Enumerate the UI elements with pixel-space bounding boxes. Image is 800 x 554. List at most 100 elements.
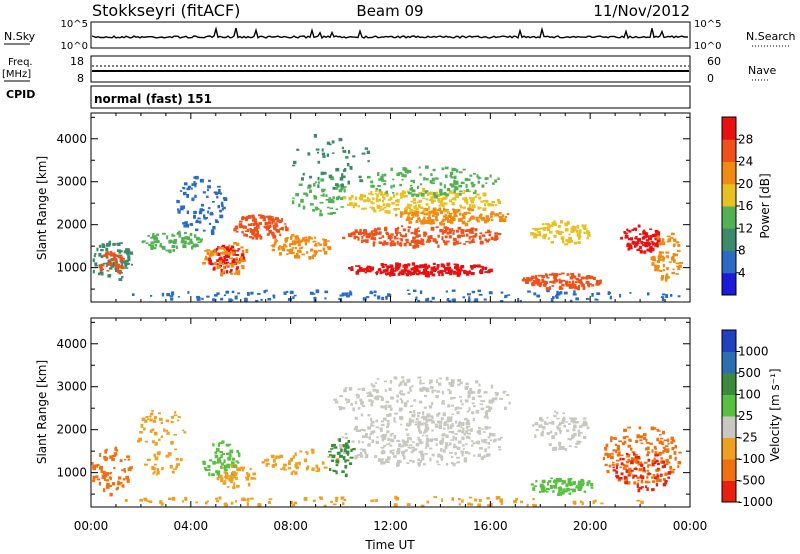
power-cell — [250, 291, 254, 295]
velocity-cell — [640, 442, 644, 445]
velocity-cell — [339, 444, 342, 449]
power-cell — [289, 243, 292, 247]
velocity-cell — [289, 457, 294, 462]
power-cell — [455, 263, 459, 268]
velocity-cell — [639, 474, 642, 479]
velocity-cell — [413, 410, 416, 414]
colorbar-tick-label: 16 — [738, 199, 753, 213]
power-cell — [436, 209, 441, 211]
velocity-cell — [659, 437, 664, 440]
velocity-cell — [534, 422, 538, 424]
velocity-cell — [478, 426, 481, 430]
power-cell — [153, 247, 157, 250]
power-cell — [480, 200, 484, 203]
velocity-cell — [429, 438, 434, 443]
power-cell — [485, 182, 488, 184]
power-cell — [551, 221, 555, 226]
power-cell — [207, 257, 211, 262]
power-cell — [635, 242, 639, 247]
power-cell — [400, 196, 403, 199]
velocity-cell — [403, 404, 408, 408]
power-cell — [650, 240, 654, 243]
power-cell — [265, 289, 268, 292]
velocity-cell — [152, 419, 157, 423]
colorbar-tick-label: 25 — [738, 409, 753, 423]
power-cell — [459, 269, 463, 272]
velocity-cell — [634, 456, 638, 459]
power-cell — [304, 241, 308, 246]
power-cell — [431, 195, 435, 199]
power-cell — [218, 247, 221, 250]
velocity-cell — [386, 414, 390, 417]
power-cell — [477, 206, 480, 210]
power-cell — [583, 231, 586, 234]
power-cell — [406, 289, 410, 292]
power-cell — [407, 226, 412, 229]
power-cell — [453, 188, 456, 193]
power-cell — [153, 235, 157, 239]
power-cell — [646, 248, 649, 252]
velocity-cell — [615, 474, 620, 478]
power-cell — [415, 219, 419, 223]
velocity-cell — [561, 420, 565, 424]
velocity-cell — [241, 497, 245, 502]
velocity-cell — [224, 472, 227, 474]
power-cell — [216, 195, 219, 199]
power-cell — [118, 278, 123, 281]
velocity-cell — [465, 443, 468, 446]
power-cell — [210, 229, 215, 234]
power-cell — [117, 255, 120, 259]
velocity-cell — [631, 457, 634, 460]
power-cell — [98, 272, 101, 276]
velocity-cell — [321, 461, 325, 465]
power-cell — [386, 193, 389, 196]
colorbar-swatch — [722, 459, 736, 481]
power-cell — [317, 184, 320, 189]
power-cell — [403, 266, 407, 270]
velocity-cell — [550, 486, 554, 489]
power-cell — [457, 209, 461, 212]
power-cell — [596, 292, 601, 296]
power-cell — [504, 296, 507, 299]
power-cell — [349, 234, 353, 237]
colorbar-swatch — [722, 480, 736, 503]
velocity-cell — [353, 427, 357, 431]
power-cell — [294, 247, 298, 250]
velocity-cell — [654, 460, 657, 465]
power-cell — [545, 281, 548, 285]
velocity-cell — [152, 467, 156, 471]
velocity-cell — [630, 470, 634, 472]
power-cell — [292, 164, 296, 167]
power-cell — [240, 253, 245, 257]
power-cell — [661, 293, 666, 296]
velocity-cell — [631, 451, 636, 454]
velocity-cell — [460, 399, 463, 403]
power-cell — [179, 208, 184, 211]
power-cell — [392, 178, 395, 181]
velocity-cell — [393, 503, 398, 507]
velocity-cell — [176, 463, 181, 466]
velocity-cell — [426, 439, 430, 443]
velocity-cell — [620, 462, 624, 466]
power-cell — [454, 210, 457, 214]
velocity-cell — [381, 420, 384, 423]
velocity-cell — [578, 425, 583, 428]
power-cell — [580, 283, 584, 286]
velocity-cell — [665, 480, 668, 483]
power-cell — [435, 215, 438, 220]
power-cell — [637, 224, 641, 228]
power-cell — [430, 226, 435, 231]
velocity-cell — [232, 485, 236, 487]
velocity-cell — [553, 446, 558, 451]
velocity-cell — [499, 498, 504, 503]
power-cell — [214, 192, 219, 195]
power-cell — [451, 202, 455, 206]
power-cell — [365, 296, 370, 299]
power-cell — [468, 241, 472, 244]
velocity-cell — [646, 442, 650, 444]
power-cell — [361, 207, 365, 210]
x-tick-label: 16:00 — [473, 519, 508, 533]
velocity-cell — [417, 411, 421, 415]
velocity-cell — [146, 458, 151, 462]
